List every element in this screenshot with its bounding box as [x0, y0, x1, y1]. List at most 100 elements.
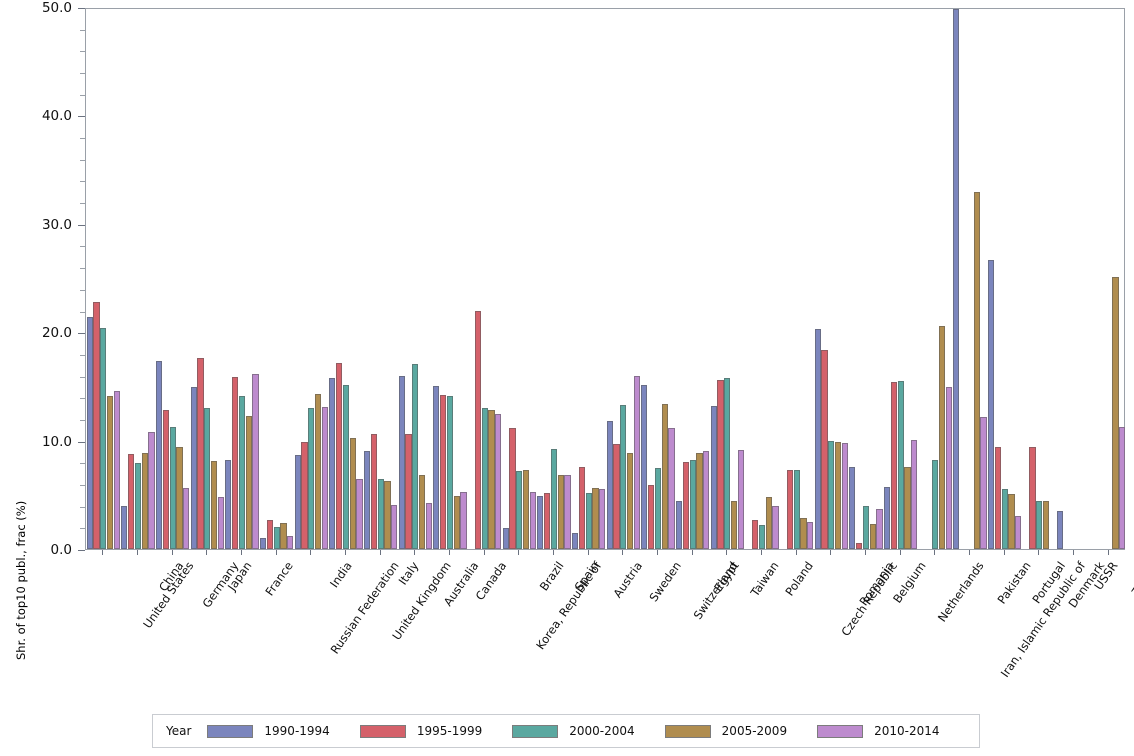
- x-axis-label: Netherlands: [934, 559, 987, 625]
- bar: [890, 382, 897, 549]
- bar-group: [433, 9, 467, 549]
- y-tick-label: 0.0: [50, 542, 72, 558]
- bar: [835, 441, 842, 549]
- bar-series-layer: [86, 9, 1126, 549]
- bar: [481, 408, 488, 549]
- bar: [266, 519, 273, 549]
- bar: [315, 394, 322, 549]
- bar: [336, 362, 343, 549]
- x-tick: [449, 550, 450, 555]
- bar: [225, 460, 232, 549]
- bar: [828, 440, 835, 549]
- bar-group: [675, 9, 710, 549]
- legend-item[interactable]: 2005-2009: [664, 724, 787, 738]
- bar: [897, 380, 904, 549]
- y-tick-minor: [80, 289, 85, 291]
- bar: [377, 478, 384, 549]
- legend-item[interactable]: 1995-1999: [359, 724, 482, 738]
- bar: [765, 496, 772, 549]
- bar: [259, 538, 267, 549]
- x-tick: [1073, 550, 1074, 555]
- bar: [128, 453, 135, 549]
- bar-group: [86, 9, 120, 549]
- bar: [696, 452, 703, 549]
- bar: [197, 358, 204, 549]
- bar: [1057, 511, 1064, 549]
- y-axis-ticks: 0.0 10.0 20.0 30.0 40.0 50.0: [0, 0, 85, 756]
- bar-group: [606, 9, 640, 549]
- bar-group: [745, 9, 779, 549]
- bar-group: [121, 9, 155, 549]
- x-axis-label: France: [262, 559, 296, 599]
- bar: [93, 301, 100, 549]
- bar-group: [1092, 9, 1126, 549]
- bar: [384, 480, 391, 549]
- bar: [1001, 489, 1008, 549]
- bar: [883, 487, 891, 549]
- bar-group: [294, 9, 328, 549]
- bar: [141, 452, 148, 549]
- bar: [1015, 516, 1022, 549]
- bar: [807, 521, 814, 549]
- y-tick-minor: [80, 376, 85, 378]
- bar: [232, 376, 239, 549]
- bar: [211, 461, 218, 549]
- y-tick-minor: [80, 94, 85, 96]
- bar: [1036, 501, 1043, 549]
- x-tick: [1003, 550, 1005, 555]
- legend-item[interactable]: 2000-2004: [512, 724, 635, 738]
- bar: [474, 310, 481, 549]
- bar: [772, 505, 779, 549]
- bar: [592, 488, 599, 549]
- y-tick-minor: [80, 528, 85, 530]
- bar: [245, 415, 252, 549]
- bar: [814, 328, 821, 549]
- x-axis-label: Sweden: [646, 559, 685, 605]
- bar: [876, 508, 883, 549]
- bar: [1119, 426, 1126, 549]
- bar-group: [329, 9, 363, 549]
- bar: [599, 489, 606, 549]
- bar: [856, 542, 863, 549]
- x-tick: [137, 550, 138, 555]
- y-tick-minor: [80, 51, 85, 53]
- bar: [710, 405, 717, 549]
- bar: [606, 421, 613, 549]
- legend-item[interactable]: 2010-2014: [817, 724, 940, 738]
- bar: [994, 447, 1001, 549]
- bar: [682, 462, 689, 549]
- bar: [425, 503, 432, 549]
- y-tick-minor: [80, 73, 85, 75]
- plot-area: [85, 8, 1126, 550]
- legend: Year 1990-1994 1995-1999 2000-2004 2005-200…: [152, 714, 980, 748]
- bar: [329, 377, 336, 549]
- x-tick: [310, 550, 312, 555]
- bar: [453, 495, 460, 549]
- x-tick: [275, 550, 277, 555]
- bar: [911, 439, 918, 549]
- x-tick: [483, 550, 485, 555]
- bar: [648, 485, 655, 549]
- legend-item[interactable]: 1990-1994: [207, 724, 330, 738]
- bar-group: [468, 9, 502, 549]
- x-axis-label: India: [327, 559, 356, 591]
- bar: [155, 361, 163, 549]
- x-axis-label: Italy: [395, 559, 422, 588]
- x-tick: [691, 550, 693, 555]
- bar: [502, 528, 509, 549]
- bar: [641, 385, 648, 549]
- x-tick: [865, 550, 866, 555]
- y-tick-minor: [80, 29, 85, 31]
- bar: [488, 410, 495, 549]
- bar: [273, 527, 280, 549]
- bar: [446, 396, 454, 549]
- y-tick-minor: [80, 138, 85, 140]
- bar: [308, 408, 315, 549]
- bar: [509, 427, 516, 549]
- x-axis-label: Pakistan: [994, 559, 1034, 607]
- bar: [356, 478, 363, 549]
- x-axis-label: Austria: [609, 559, 645, 601]
- bar: [1043, 501, 1050, 549]
- bar-group: [1023, 9, 1056, 549]
- bar: [841, 442, 848, 549]
